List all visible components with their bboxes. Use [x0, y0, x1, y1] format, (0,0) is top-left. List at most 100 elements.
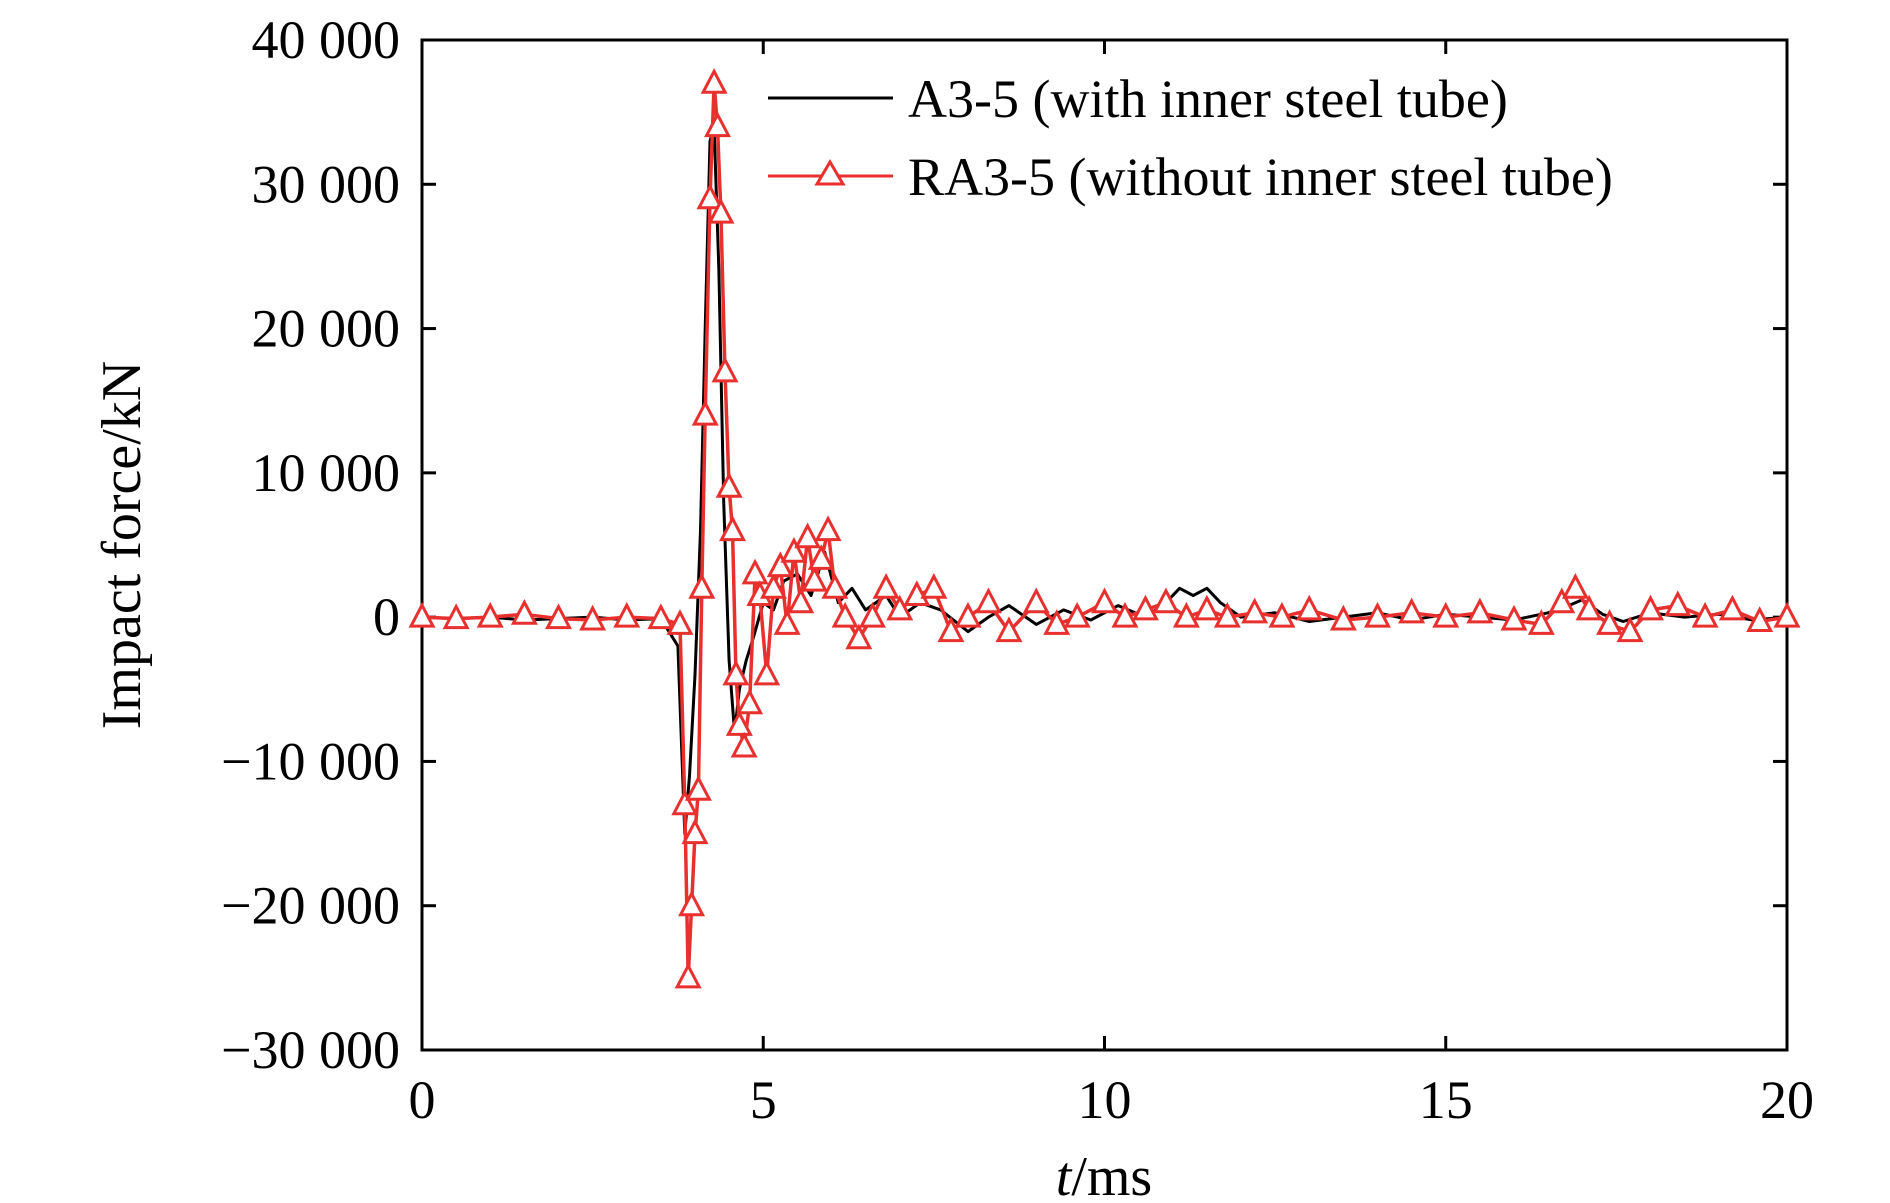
x-axis-title-unit: /ms: [1071, 1146, 1152, 1203]
data-point: [780, 536, 808, 563]
data-point: [1500, 604, 1528, 631]
x-tick-label: 20: [1760, 1070, 1814, 1130]
x-axis-title: t/ms: [1056, 1146, 1152, 1203]
data-point: [408, 601, 436, 628]
y-tick-label: 40 000: [252, 10, 401, 70]
data-point: [678, 890, 706, 917]
data-point: [766, 551, 794, 578]
data-point: [807, 544, 835, 570]
series-ra3-5: [408, 68, 1801, 989]
series-a3-5: [421, 125, 1788, 836]
legend-swatch-marker-ra3-5: [814, 159, 846, 186]
y-tick-label: 20 000: [252, 299, 401, 359]
data-point: [903, 580, 931, 606]
y-axis-title: Impact force/kN: [91, 361, 153, 729]
data-point: [666, 609, 694, 635]
data-point: [1152, 587, 1180, 614]
data-point: [1432, 601, 1460, 628]
data-point: [647, 603, 675, 630]
data-point: [858, 601, 886, 628]
x-axis: 0 5 10 15 20: [409, 40, 1814, 1130]
data-point: [1466, 597, 1494, 624]
data-point: [937, 616, 965, 643]
data-point: [886, 594, 914, 621]
data-point: [1746, 606, 1774, 632]
data-point: [954, 601, 982, 628]
legend-label-ra3-5: RA3-5 (without inner steel tube): [908, 147, 1613, 207]
legend-entry-a3-5: A3-5 (with inner steel tube): [768, 69, 1508, 129]
data-point: [1131, 594, 1159, 621]
data-point: [1193, 594, 1221, 621]
legend: A3-5 (with inner steel tube) RA3-5 (with…: [768, 69, 1613, 207]
data-point: [730, 731, 758, 758]
data-point: [1241, 597, 1269, 624]
legend-entry-ra3-5: RA3-5 (without inner steel tube): [768, 147, 1613, 207]
data-point: [1213, 601, 1241, 628]
data-point: [545, 603, 572, 630]
data-point: [704, 111, 732, 138]
data-point: [1637, 594, 1664, 621]
data-point: [442, 603, 470, 630]
data-point: [787, 587, 815, 614]
data-point: [1773, 601, 1801, 628]
data-point: [872, 573, 900, 599]
y-tick-label: 10 000: [252, 443, 401, 503]
legend-label-a3-5: A3-5 (with inner steel tube): [908, 69, 1508, 129]
data-point: [1043, 609, 1071, 635]
data-point: [1548, 587, 1576, 614]
data-point: [741, 558, 769, 585]
data-point: [1575, 594, 1603, 621]
data-point: [681, 818, 709, 845]
data-point: [684, 775, 712, 801]
data-point: [510, 599, 538, 625]
data-point: [736, 688, 764, 715]
data-point: [1295, 594, 1323, 621]
data-point: [671, 789, 699, 816]
data-point: [579, 604, 607, 631]
x-tick-label: 10: [1078, 1070, 1132, 1130]
data-point: [1596, 609, 1624, 635]
data-point: [821, 573, 849, 599]
data-point: [1616, 616, 1644, 643]
y-tick-label: −10 000: [221, 731, 400, 791]
data-point: [814, 515, 842, 542]
data-point: [1691, 601, 1719, 628]
data-point: [1718, 594, 1746, 621]
data-point: [831, 601, 859, 628]
data-point: [1398, 597, 1426, 624]
data-point: [794, 522, 822, 549]
data-point: [613, 601, 641, 628]
x-tick-label: 5: [750, 1070, 777, 1130]
data-point: [696, 183, 724, 210]
series-layer: [408, 68, 1801, 989]
data-point: [1268, 601, 1296, 628]
data-point: [1063, 601, 1091, 628]
data-point: [691, 399, 719, 426]
data-point: [760, 573, 787, 599]
data-point: [476, 601, 504, 628]
data-point: [1527, 609, 1555, 635]
x-axis-title-italic: t: [1056, 1146, 1073, 1203]
data-point: [845, 623, 873, 650]
data-point: [1172, 601, 1200, 628]
y-tick-label: 0: [373, 587, 400, 647]
y-tick-label: 30 000: [252, 154, 401, 214]
x-tick-label: 0: [409, 1070, 436, 1130]
data-point: [920, 573, 948, 599]
data-point: [1329, 604, 1357, 631]
x-tick-label: 15: [1419, 1070, 1473, 1130]
series-line: [421, 81, 1788, 980]
plot-area: −30 000 −20 000 −10 000 0 10 000 20 000 30 000…: [221, 10, 1814, 1130]
y-tick-label: −30 000: [221, 1020, 400, 1080]
data-point: [700, 68, 728, 94]
data-point: [1022, 587, 1050, 614]
data-point: [753, 659, 781, 686]
data-point: [773, 609, 801, 635]
data-point: [722, 659, 750, 686]
data-point: [974, 587, 1002, 614]
data-point: [1091, 587, 1118, 614]
data-point: [1664, 590, 1692, 617]
data-point: [688, 573, 716, 599]
series-line: [421, 125, 1788, 836]
